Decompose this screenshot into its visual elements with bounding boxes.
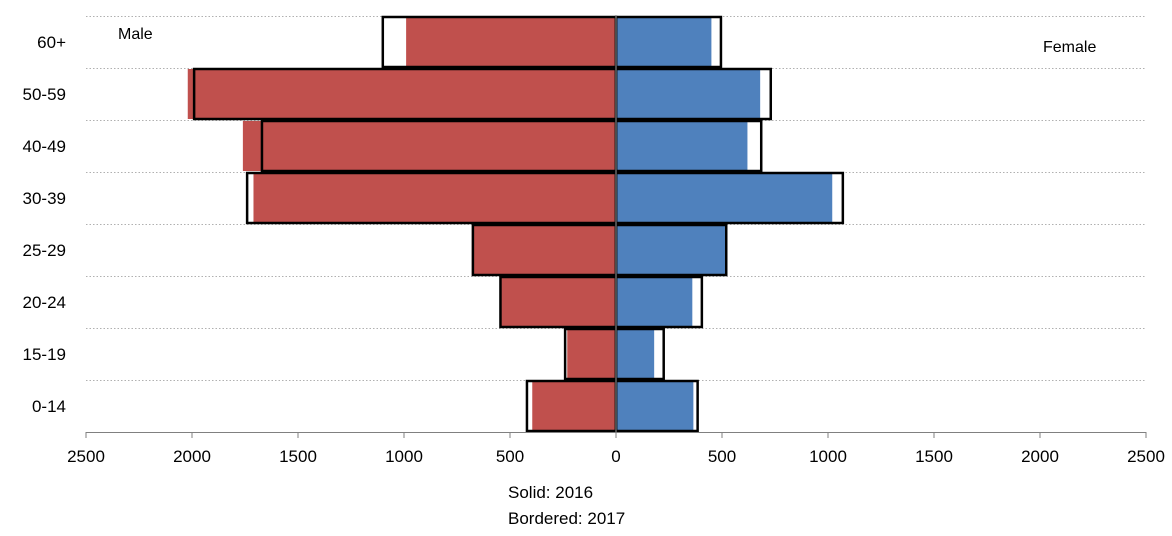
x-tick-label: 1500 (279, 447, 317, 466)
x-tick-label: 2000 (173, 447, 211, 466)
category-label: 30-39 (23, 189, 66, 208)
category-label: 0-14 (32, 397, 66, 416)
x-tick-label: 1500 (915, 447, 953, 466)
male-2016-bar-0-14 (532, 381, 616, 431)
x-tick-label: 1000 (385, 447, 423, 466)
legend-note-solid: Solid: 2016 (508, 483, 593, 502)
legend-note-bordered: Bordered: 2017 (508, 509, 625, 528)
x-tick-label: 0 (611, 447, 620, 466)
male-2016-bar-50-59 (187, 69, 616, 119)
male-2016-bar-15-19 (567, 329, 616, 379)
female-2016-bar-25-29 (616, 225, 727, 275)
female-2016-bar-50-59 (616, 69, 761, 119)
category-label: 50-59 (23, 85, 66, 104)
axes (85, 16, 1147, 438)
x-tick-label: 2500 (67, 447, 105, 466)
x-tick-labels: 2500 2000 1500 1000 500 0 500 1000 1500 2000 2500 (67, 447, 1165, 466)
male-label: Male (118, 26, 153, 43)
male-2016-bar-40-49 (242, 121, 616, 171)
female-2016-bar-40-49 (616, 121, 748, 171)
x-tick-label: 500 (496, 447, 524, 466)
category-label: 40-49 (23, 137, 66, 156)
category-label: 15-19 (23, 345, 66, 364)
female-2016-bar-0-14 (616, 381, 694, 431)
male-2016-bar-25-29 (471, 225, 616, 275)
female-2016-bar-60+ (616, 17, 712, 67)
category-labels: 60+ 50-59 40-49 30-39 25-29 20-24 15-19 0-14 (23, 33, 67, 416)
male-2016-bar-60+ (406, 17, 616, 67)
category-label: 20-24 (23, 293, 66, 312)
category-label: 25-29 (23, 241, 66, 260)
x-tick-label: 1000 (809, 447, 847, 466)
male-2016-bar-20-24 (500, 277, 616, 327)
female-2016-bar-20-24 (616, 277, 693, 327)
male-2016-bar-30-39 (253, 173, 617, 223)
category-label: 60+ (37, 33, 66, 52)
female-2016-bar-30-39 (616, 173, 833, 223)
x-tick-label: 2000 (1021, 447, 1059, 466)
x-tick-label: 2500 (1127, 447, 1165, 466)
x-tick-label: 500 (708, 447, 736, 466)
solid-bars-2016 (187, 17, 833, 431)
female-label: Female (1043, 39, 1096, 56)
female-2016-bar-15-19 (616, 329, 655, 379)
